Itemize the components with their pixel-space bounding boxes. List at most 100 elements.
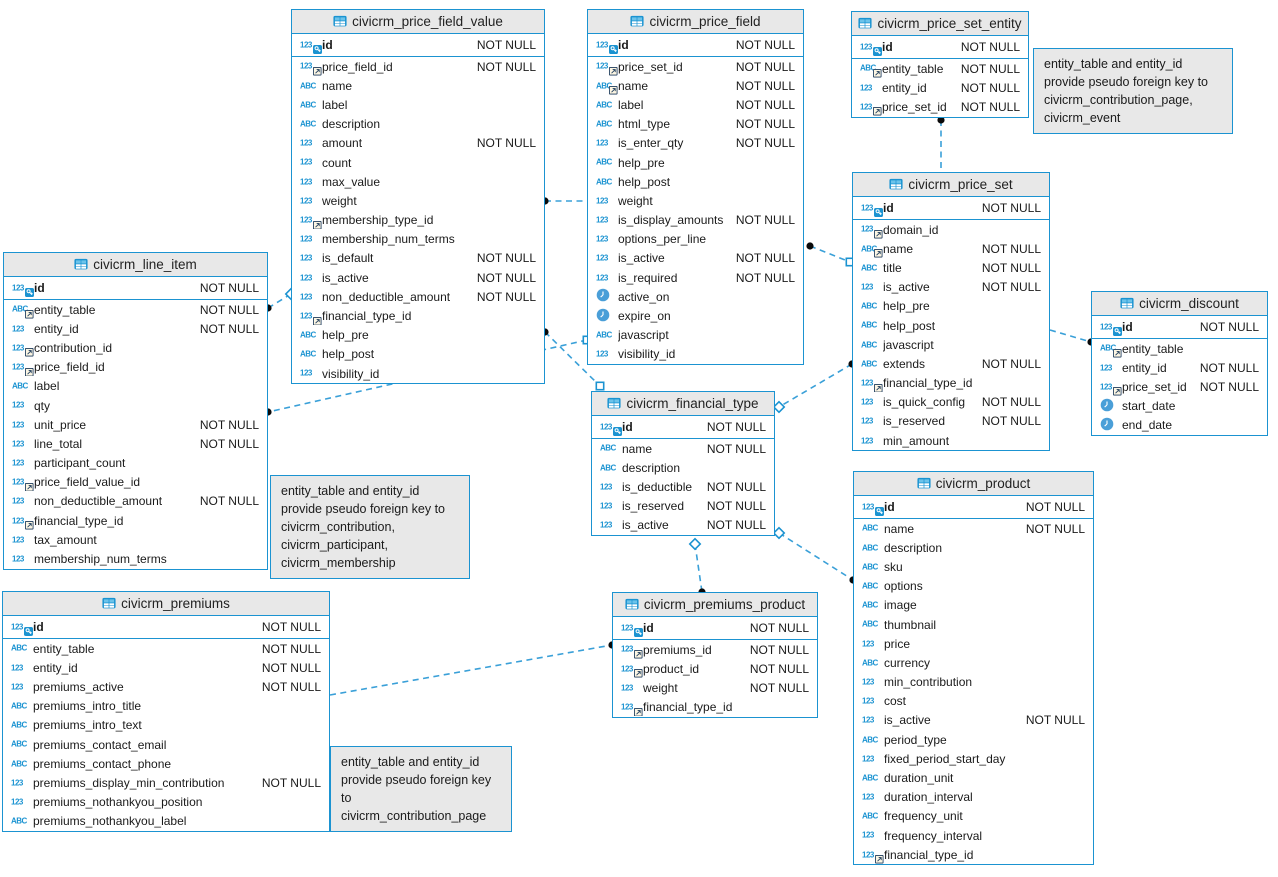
svg-text:ABC: ABC [600,444,617,453]
svg-text:123: 123 [12,478,25,487]
svg-text:123: 123 [621,645,634,654]
svg-text:123: 123 [12,516,25,525]
svg-text:123: 123 [300,311,313,320]
svg-text:123: 123 [12,401,25,410]
svg-text:123: 123 [862,697,875,706]
svg-text:123: 123 [300,273,313,282]
svg-text:ABC: ABC [861,321,878,330]
svg-text:123: 123 [861,378,874,387]
svg-text:123: 123 [861,203,874,212]
svg-text:ABC: ABC [11,817,28,826]
svg-text:123: 123 [862,639,875,648]
svg-text:123: 123 [11,797,24,806]
svg-text:ABC: ABC [862,812,879,821]
svg-text:123: 123 [300,196,313,205]
svg-text:123: 123 [596,350,609,359]
svg-text:123: 123 [12,535,25,544]
svg-text:123: 123 [861,417,874,426]
svg-text:ABC: ABC [861,263,878,272]
svg-text:123: 123 [1100,363,1113,372]
svg-text:123: 123 [596,215,609,224]
svg-text:123: 123 [300,369,313,378]
svg-text:ABC: ABC [862,658,879,667]
svg-text:123: 123 [860,42,873,51]
svg-text:123: 123 [621,623,634,632]
svg-text:ABC: ABC [862,543,879,552]
svg-text:123: 123 [12,439,25,448]
svg-text:123: 123 [596,273,609,282]
svg-text:ABC: ABC [862,620,879,629]
svg-text:ABC: ABC [862,735,879,744]
svg-text:ABC: ABC [11,740,28,749]
svg-text:123: 123 [862,831,875,840]
svg-text:123: 123 [861,225,874,234]
svg-text:ABC: ABC [861,359,878,368]
svg-text:123: 123 [621,683,634,692]
svg-text:123: 123 [596,139,609,148]
svg-text:123: 123 [300,139,313,148]
svg-text:123: 123 [600,482,613,491]
svg-text:123: 123 [12,420,25,429]
svg-text:123: 123 [862,850,875,859]
svg-text:ABC: ABC [861,302,878,311]
svg-text:ABC: ABC [300,350,317,359]
svg-text:123: 123 [300,40,313,49]
svg-text:123: 123 [860,83,873,92]
svg-text:123: 123 [300,158,313,167]
svg-text:123: 123 [621,664,634,673]
svg-text:ABC: ABC [862,773,879,782]
svg-text:123: 123 [300,215,313,224]
svg-text:123: 123 [11,682,24,691]
svg-text:ABC: ABC [596,120,613,129]
svg-text:123: 123 [596,235,609,244]
svg-text:123: 123 [862,754,875,763]
svg-text:123: 123 [600,521,613,530]
svg-text:123: 123 [621,703,634,712]
svg-text:ABC: ABC [11,721,28,730]
svg-text:123: 123 [600,422,613,431]
svg-text:ABC: ABC [596,177,613,186]
svg-text:123: 123 [11,663,24,672]
svg-text:123: 123 [596,40,609,49]
svg-text:123: 123 [596,254,609,263]
svg-text:123: 123 [862,677,875,686]
svg-text:123: 123 [12,554,25,563]
svg-text:123: 123 [1100,322,1113,331]
svg-text:ABC: ABC [12,382,29,391]
svg-text:123: 123 [1100,382,1113,391]
svg-text:123: 123 [12,497,25,506]
svg-text:123: 123 [12,458,25,467]
svg-text:123: 123 [300,254,313,263]
svg-text:ABC: ABC [862,582,879,591]
svg-text:123: 123 [300,177,313,186]
svg-text:123: 123 [596,62,609,71]
svg-text:123: 123 [300,235,313,244]
svg-text:ABC: ABC [861,340,878,349]
svg-text:123: 123 [11,778,24,787]
svg-text:123: 123 [861,398,874,407]
svg-text:123: 123 [300,292,313,301]
svg-text:123: 123 [12,363,25,372]
svg-text:123: 123 [11,622,24,631]
svg-text:ABC: ABC [11,644,28,653]
svg-text:123: 123 [596,196,609,205]
svg-text:123: 123 [12,343,25,352]
svg-text:ABC: ABC [300,81,317,90]
svg-text:123: 123 [12,324,25,333]
svg-text:ABC: ABC [862,601,879,610]
svg-text:123: 123 [862,716,875,725]
svg-text:123: 123 [860,102,873,111]
svg-text:123: 123 [861,436,874,445]
svg-text:123: 123 [600,502,613,511]
svg-text:ABC: ABC [11,759,28,768]
svg-text:ABC: ABC [596,100,613,109]
svg-text:ABC: ABC [300,120,317,129]
svg-text:ABC: ABC [596,158,613,167]
svg-text:ABC: ABC [300,100,317,109]
svg-text:123: 123 [862,793,875,802]
svg-text:123: 123 [300,62,313,71]
svg-text:123: 123 [12,283,25,292]
svg-text:ABC: ABC [596,331,613,340]
svg-text:ABC: ABC [600,463,617,472]
svg-text:123: 123 [862,502,875,511]
